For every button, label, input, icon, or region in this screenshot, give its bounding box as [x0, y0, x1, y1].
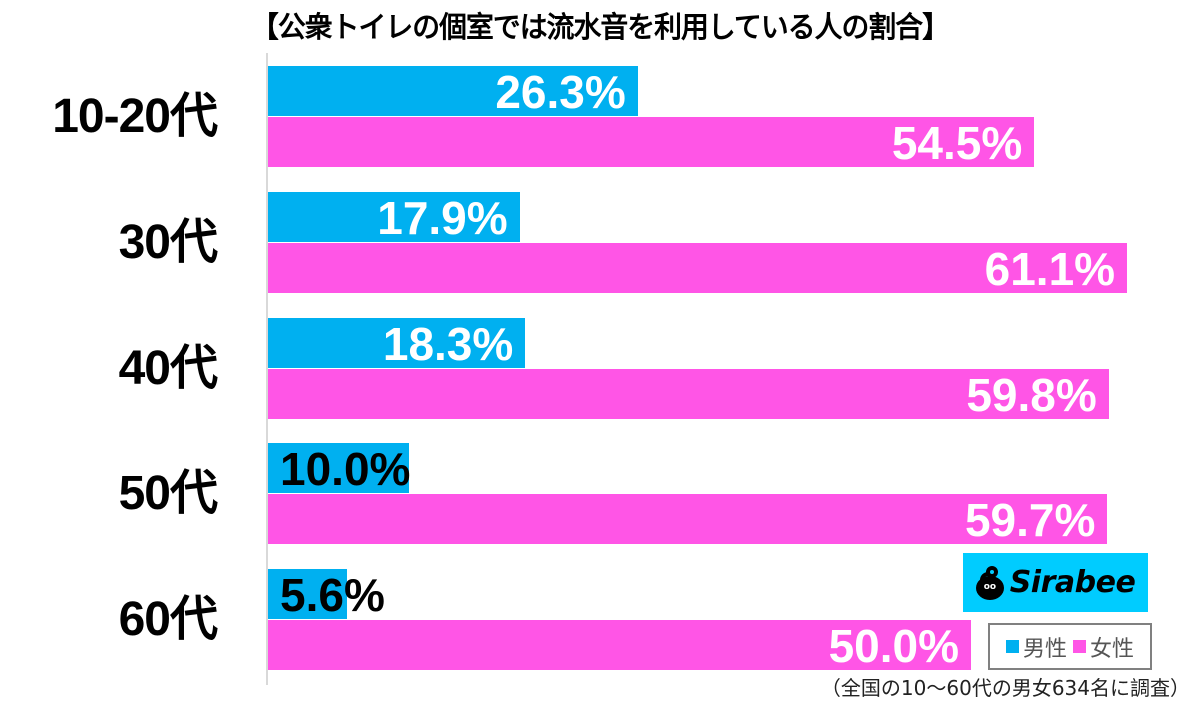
male-value-label: 10.0%: [280, 443, 411, 495]
chart-legend: 男性 女性: [988, 623, 1152, 670]
category-label: 30代: [118, 216, 218, 269]
legend-label-female: 女性: [1090, 636, 1135, 662]
category-label: 60代: [118, 593, 218, 646]
chart-title: 【公衆トイレの個室では流水音を利用している人の割合】: [250, 10, 950, 44]
y-axis-line: [266, 53, 268, 685]
male-bar: 17.9%: [268, 192, 520, 244]
legend-item-female: 女性: [1073, 631, 1134, 663]
female-bar: 59.8%: [268, 369, 1109, 421]
female-value-label: 61.1%: [984, 243, 1116, 295]
male-value-label: 26.3%: [495, 66, 626, 118]
female-value-label: 59.7%: [964, 494, 1096, 546]
male-value-label: 18.3%: [382, 318, 514, 370]
category-label: 10-20代: [52, 90, 218, 143]
sirabee-logo: oo Sirabee: [963, 553, 1148, 612]
female-bar: 50.0%: [268, 620, 971, 672]
male-bar: 10.0%: [268, 443, 411, 495]
female-value-label: 59.8%: [966, 369, 1097, 421]
category-label: 40代: [118, 342, 218, 395]
male-bar: 5.6%: [268, 569, 385, 621]
survey-footnote: （全国の10〜60代の男女634名に調査）: [820, 676, 1190, 700]
legend-item-male: 男性: [1005, 631, 1067, 663]
female-value-label: 54.5%: [891, 117, 1023, 169]
female-bar: 61.1%: [268, 243, 1128, 295]
female-bar: 54.5%: [268, 117, 1035, 169]
male-swatch-icon: [1005, 640, 1019, 653]
female-bar: 59.7%: [268, 494, 1108, 546]
logo-text: Sirabee: [1009, 565, 1136, 600]
female-value-label: 50.0%: [828, 620, 959, 672]
category-label: 50代: [118, 467, 218, 520]
male-bar: 18.3%: [268, 318, 526, 370]
legend-label-male: 男性: [1022, 636, 1067, 662]
female-swatch-icon: [1073, 640, 1086, 653]
male-value-label: 5.6%: [280, 569, 385, 621]
swan-logo-icon: oo: [975, 565, 1004, 600]
male-value-label: 17.9%: [377, 192, 508, 244]
male-bar: 26.3%: [268, 66, 638, 118]
